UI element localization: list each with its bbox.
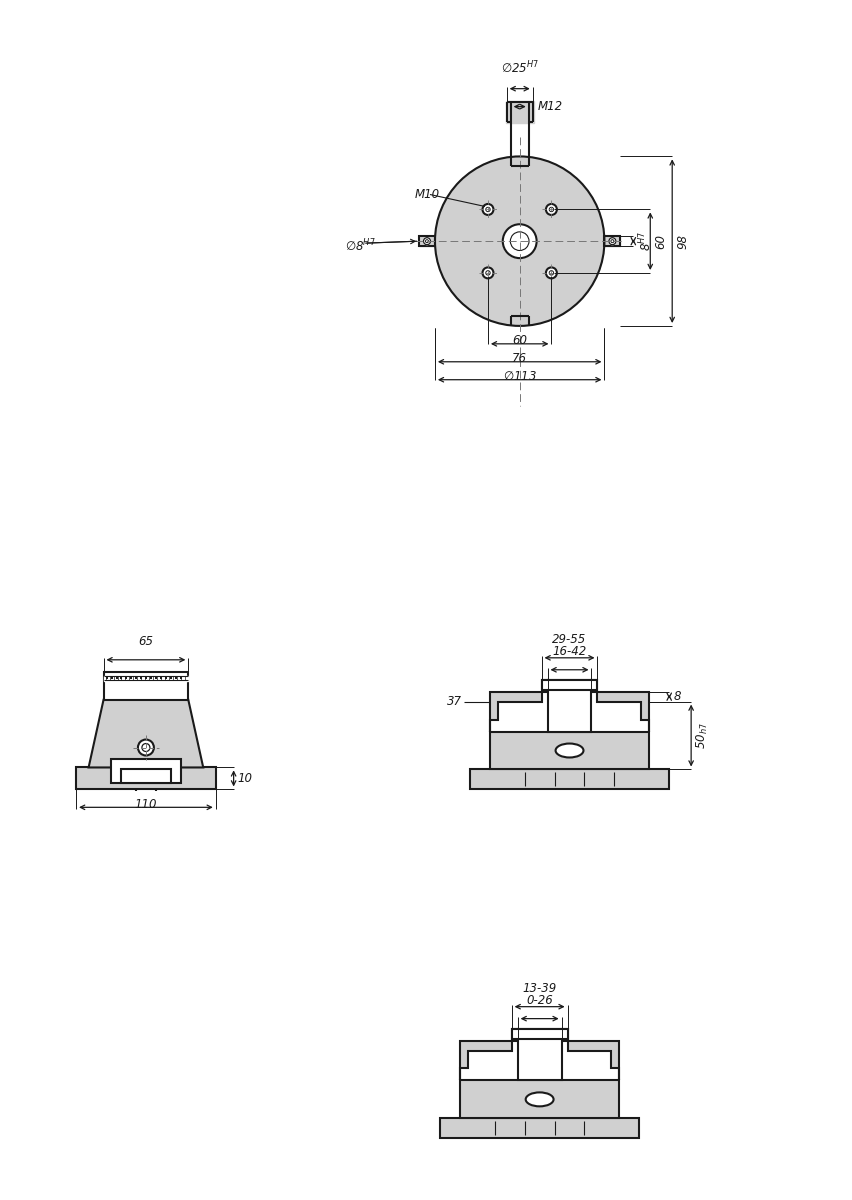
Ellipse shape — [555, 744, 583, 757]
Circle shape — [482, 204, 493, 215]
Text: M12: M12 — [537, 100, 562, 113]
Bar — [459, 1080, 619, 1118]
Bar — [440, 1118, 638, 1139]
Text: 8: 8 — [672, 690, 680, 703]
Text: 60: 60 — [511, 334, 527, 347]
Bar — [541, 679, 596, 690]
Text: 110: 110 — [135, 798, 157, 811]
Ellipse shape — [525, 1092, 553, 1106]
Text: 50$_{h7}$: 50$_{h7}$ — [694, 722, 710, 749]
Bar — [489, 732, 648, 769]
Bar — [103, 672, 188, 700]
Text: 65: 65 — [138, 635, 153, 648]
Text: 98: 98 — [676, 234, 688, 248]
Text: 76: 76 — [511, 352, 527, 365]
Bar — [517, 1028, 561, 1080]
Circle shape — [482, 268, 493, 278]
Circle shape — [138, 739, 153, 756]
Circle shape — [435, 156, 604, 326]
Circle shape — [423, 238, 430, 245]
Text: 13-39: 13-39 — [522, 982, 556, 995]
Bar — [418, 236, 435, 246]
Polygon shape — [459, 1028, 517, 1080]
Bar — [111, 760, 181, 784]
Bar — [418, 236, 435, 246]
Text: 8$^{H7}$: 8$^{H7}$ — [636, 232, 653, 251]
Circle shape — [608, 238, 615, 245]
Bar — [103, 676, 188, 680]
Text: 29-55: 29-55 — [552, 632, 586, 646]
Text: 37: 37 — [446, 695, 461, 708]
Polygon shape — [89, 700, 203, 768]
Text: $\varnothing$8$^{H7}$: $\varnothing$8$^{H7}$ — [345, 238, 376, 254]
Bar — [547, 679, 590, 732]
Text: 10: 10 — [238, 772, 252, 785]
Polygon shape — [561, 1028, 619, 1080]
Bar — [604, 236, 619, 246]
Bar — [604, 236, 619, 246]
Polygon shape — [76, 768, 216, 790]
Text: 0-26: 0-26 — [526, 994, 552, 1007]
Text: $\varnothing$25$^{H7}$: $\varnothing$25$^{H7}$ — [500, 60, 538, 77]
Text: 16-42: 16-42 — [552, 644, 586, 658]
Bar — [505, 101, 533, 122]
Circle shape — [545, 268, 556, 278]
Polygon shape — [590, 679, 648, 732]
Circle shape — [502, 224, 536, 258]
Text: $\varnothing$113: $\varnothing$113 — [502, 370, 536, 383]
Polygon shape — [489, 679, 547, 732]
Bar — [121, 769, 170, 784]
Bar — [511, 1028, 567, 1038]
Bar — [469, 769, 669, 790]
Text: 60: 60 — [653, 234, 666, 248]
Text: M10: M10 — [415, 188, 440, 202]
Circle shape — [545, 204, 556, 215]
